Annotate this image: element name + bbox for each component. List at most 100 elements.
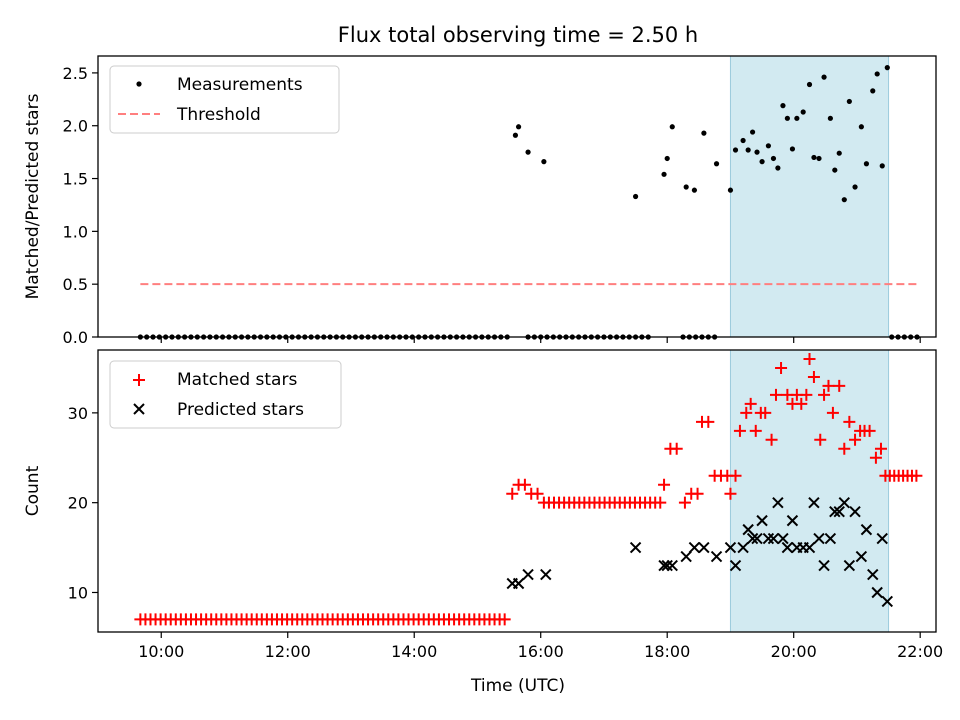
matched-stars-point (775, 361, 788, 374)
y-tick-label: 2.0 (63, 117, 88, 136)
predicted-stars-point (512, 577, 525, 590)
matched-stars-point (691, 487, 704, 500)
predicted-stars-point (751, 532, 763, 545)
measurements-point (664, 155, 670, 162)
measurements-point (784, 115, 790, 121)
matched-stars-point (826, 406, 839, 419)
measurements-point (811, 154, 817, 161)
figure-title: Flux total observing time = 2.50 h (338, 23, 698, 47)
predicted-stars-point (688, 541, 701, 554)
matched-stars-point (702, 415, 715, 428)
predicted-stars-point (803, 541, 816, 554)
predicted-stars-point (756, 514, 768, 527)
predicted-stars-point (522, 568, 534, 581)
predicted-stars-point (838, 496, 851, 509)
matched-stars-point (838, 442, 851, 455)
measurements-point (794, 115, 800, 121)
measurements-point (754, 149, 760, 155)
x-tick-label: 20:00 (771, 642, 817, 661)
predicted-stars-point (777, 532, 789, 545)
predicted-stars-point (881, 595, 894, 608)
x-tick-label: 12:00 (265, 642, 311, 661)
matched-stars-point (795, 397, 808, 410)
measurements-point (821, 74, 827, 80)
matched-stars-point (724, 487, 737, 500)
measurements-point (800, 109, 806, 115)
matched-stars-point (506, 487, 519, 500)
predicted-stars-point (710, 550, 723, 563)
predicted-stars-point (818, 559, 830, 572)
matched-stars-point (863, 424, 876, 437)
matched-stars-point (740, 406, 753, 419)
legend-predicted-label: Predicted stars (177, 400, 304, 420)
matched-stars-point (818, 388, 831, 401)
predicted-stars-point (772, 496, 784, 509)
y-tick-label: 1.0 (63, 222, 88, 241)
matched-stars-point (869, 451, 882, 464)
measurements-point (713, 161, 720, 167)
y-tick-label: 1.5 (63, 170, 88, 189)
matched-stars-point (654, 496, 667, 509)
measurements-point (701, 130, 707, 136)
legend-threshold-label: Threshold (176, 105, 261, 125)
legend-matched-label: Matched stars (177, 370, 297, 390)
predicted-stars-point (540, 568, 552, 581)
predicted-stars-point (729, 559, 742, 572)
measurements-point (765, 143, 772, 149)
predicted-stars-point (666, 559, 678, 572)
predicted-stars-point (808, 496, 820, 509)
measurements-point (691, 187, 698, 193)
matched-stars-point (733, 424, 746, 437)
matched-stars-point (749, 424, 762, 437)
matched-stars-point (759, 406, 772, 419)
measurements-point (870, 88, 876, 94)
predicted-stars-point (680, 550, 692, 563)
measurements-point (789, 146, 796, 152)
legend-predicted-marker (133, 403, 145, 415)
predicted-stars-point (658, 559, 670, 572)
legend-matched-marker (133, 374, 145, 386)
predicted-stars-point (833, 505, 845, 518)
measurements-point (512, 132, 519, 138)
measurements-point (683, 184, 689, 190)
matched-stars-point (849, 433, 862, 446)
x-tick-label: 16:00 (518, 642, 564, 661)
predicted-stars-point (767, 532, 780, 545)
x-tick-label: 10:00 (138, 642, 184, 661)
matched-stars-point (670, 442, 683, 455)
measurements-point (740, 137, 746, 144)
flux-ratio-panel: 0.0 0.5 1.0 1.5 2.0 2.5 Matched/Predicted sta… (23, 55, 937, 347)
bottom-axes-frame (97, 349, 937, 633)
matched-stars-point (822, 379, 835, 392)
measurements-point (852, 184, 858, 190)
y-tick-label: 20 (68, 494, 88, 513)
predicted-stars-point (855, 550, 868, 563)
measurements-point (775, 165, 781, 171)
bottom-legend: Matched stars Predicted stars (109, 360, 342, 429)
predicted-stars-point (849, 505, 861, 518)
predicted-stars-point (871, 586, 883, 599)
measurements-point (632, 193, 639, 200)
matched-stars-point (769, 388, 782, 401)
predicted-stars-point (843, 559, 856, 572)
matched-stars-point (531, 487, 544, 500)
measurements-point (759, 159, 765, 165)
matched-stars-point (729, 469, 742, 482)
predicted-stars-point (813, 532, 825, 545)
measurements-point (806, 81, 813, 88)
predicted-stars-point (824, 532, 837, 545)
matched-stars-point (814, 433, 827, 446)
predicted-stars-point (762, 532, 775, 545)
measurements-point (669, 124, 675, 130)
predicted-stars-point (629, 541, 642, 554)
y-tick-label: 2.5 (63, 64, 88, 83)
measurements-point (879, 163, 885, 169)
predicted-stars-point (876, 532, 888, 545)
matched-stars-point (678, 496, 691, 509)
matched-stars-point (843, 415, 856, 428)
measurements-point (884, 65, 890, 71)
measurements-point (816, 155, 822, 162)
measurements-point (832, 167, 838, 173)
y-tick-label: 0.0 (63, 328, 88, 347)
observing-window-span (729, 55, 890, 338)
